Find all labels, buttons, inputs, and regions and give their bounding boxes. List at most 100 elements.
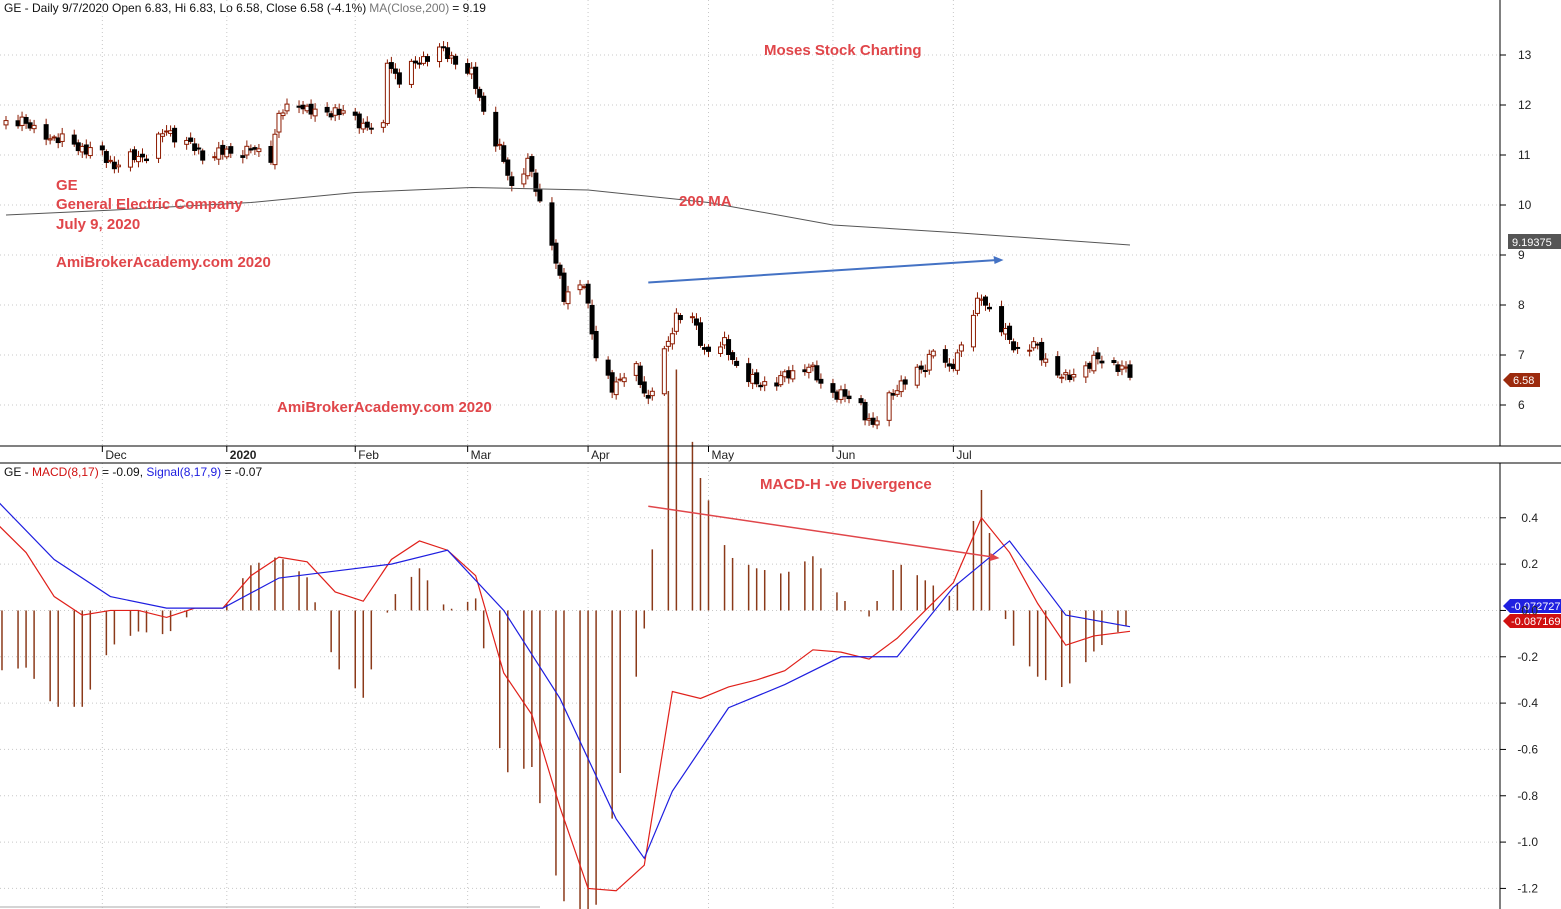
candle-body (284, 103, 290, 112)
candle-body (216, 147, 222, 160)
candle-body (425, 56, 430, 62)
candle-body (718, 346, 724, 354)
price-trend-arrow (648, 259, 998, 284)
candle-body (677, 315, 683, 321)
candle-body (111, 161, 117, 170)
candle-body (1087, 362, 1093, 369)
candle-body (1071, 374, 1077, 378)
candle-body (1003, 328, 1009, 335)
signal-value-badge-label: -0.072727 (1511, 601, 1561, 613)
candle-body (412, 60, 418, 64)
candle-body (521, 173, 527, 185)
candle-body (481, 95, 487, 112)
macd-header: GE - MACD(8,17) = -0.09, Signal(8,17,9) … (4, 465, 262, 479)
candle-body (689, 316, 695, 319)
price-header: GE - Daily 9/7/2020 Open 6.83, Hi 6.83, … (4, 1, 486, 15)
candle-body (336, 108, 342, 116)
candle-body (280, 112, 286, 117)
candle-body (505, 159, 511, 176)
candle-body (553, 242, 559, 264)
x-axis-month-label: Jun (836, 448, 855, 462)
candle-body (328, 113, 334, 118)
candle-body (139, 153, 145, 158)
candle-body (388, 62, 394, 69)
candle-body (228, 146, 234, 154)
candle-body (493, 111, 499, 147)
candle-body (47, 138, 53, 141)
candle-body (818, 378, 824, 384)
candle-body (870, 417, 876, 425)
candle-body (565, 291, 571, 305)
candle-body (697, 322, 703, 346)
candle-body (842, 389, 848, 397)
candle-body (918, 365, 924, 370)
macd-y-tick-label: -0.6 (1517, 742, 1538, 756)
candle-body (240, 155, 246, 158)
annotation-200-ma: 200 MA (679, 193, 732, 210)
candle-body (212, 156, 218, 159)
candle-body (762, 381, 768, 386)
candle-body (272, 133, 278, 166)
candle-body (1063, 372, 1069, 376)
candle-body (978, 298, 984, 301)
price-y-tick-label: 9 (1518, 248, 1525, 262)
x-axis-month-label: Feb (358, 448, 379, 462)
candle-body (473, 66, 479, 89)
price-y-tick-label: 12 (1518, 98, 1532, 112)
candle-body (782, 371, 788, 378)
candle-body (649, 390, 655, 397)
candle-body (866, 418, 872, 421)
macd-y-tick-label: -1.0 (1517, 835, 1538, 849)
candle-body (890, 393, 896, 396)
candle-body (308, 103, 314, 115)
candle-body (613, 381, 619, 396)
annotation-site-1: AmiBrokerAcademy.com 2020 (56, 254, 271, 271)
candle-body (722, 337, 728, 346)
candle-body (55, 137, 61, 144)
candle-body (942, 349, 948, 363)
candle-body (300, 104, 306, 110)
price-pane (3, 41, 1133, 430)
candle-body (380, 122, 386, 128)
candle-body (1119, 365, 1125, 370)
candle-body (902, 379, 908, 385)
candle-body (814, 365, 820, 381)
price-y-tick-label: 11 (1518, 148, 1531, 162)
candle-body (200, 150, 206, 161)
candle-body (1123, 366, 1129, 369)
candle-body (340, 110, 346, 114)
candle-body (1031, 341, 1037, 349)
candle-body (79, 145, 85, 153)
price-y-tick-label: 13 (1518, 48, 1532, 62)
x-axis-month-label: Dec (105, 448, 126, 462)
candle-body (1083, 365, 1089, 378)
candle-body (224, 148, 230, 158)
candle-body (701, 347, 707, 350)
macd-y-tick-label: -1.2 (1517, 881, 1538, 895)
candle-body (987, 306, 992, 310)
annotation-date: July 9, 2020 (56, 216, 140, 233)
candle-body (557, 264, 563, 276)
candle-body (970, 314, 976, 348)
candle-body (922, 369, 928, 372)
candle-body (693, 318, 699, 326)
candle-body (1043, 358, 1049, 363)
candle-body (1039, 341, 1045, 361)
candle-body (581, 286, 587, 289)
candle-body (633, 363, 639, 376)
macd-y-tick-label: -0.2 (1517, 650, 1538, 664)
candle-body (1067, 374, 1073, 380)
candle-body (87, 147, 93, 157)
candle-body (661, 348, 667, 395)
candle-body (1111, 360, 1117, 364)
candle-body (244, 145, 250, 156)
candle-body (898, 380, 904, 393)
candle-body (1055, 356, 1061, 376)
candle-body (3, 120, 9, 126)
candle-body (276, 112, 282, 133)
candle-body (802, 369, 808, 373)
candle-body (501, 145, 507, 162)
candle-body (51, 136, 57, 139)
candle-body (23, 117, 29, 124)
